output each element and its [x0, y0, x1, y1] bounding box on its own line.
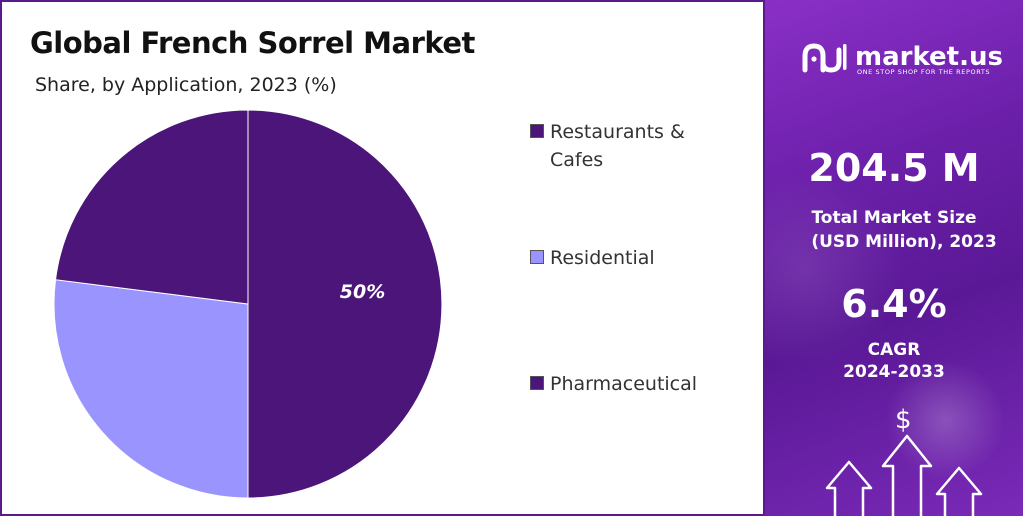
legend-item-residential: Residential	[530, 244, 710, 272]
data-label-restaurants-cafes: 50%	[340, 281, 385, 303]
brand-name: market.us	[855, 42, 1003, 72]
cagr-label-line1: CAGR	[867, 340, 921, 360]
legend-swatch-restaurants-cafes	[530, 124, 544, 138]
chart-subtitle: Share, by Application, 2023 (%)	[35, 74, 337, 96]
legend-label-pharmaceutical: Pharmaceutical	[550, 373, 698, 395]
market-us-logo-icon	[802, 43, 847, 73]
legend-swatch-residential	[530, 250, 544, 264]
market-size-value: 204.5 M	[808, 146, 980, 190]
pie-slice-restaurants-cafes	[247, 109, 443, 499]
brand-tagline: ONE STOP SHOP FOR THE REPORTS	[857, 68, 991, 76]
cagr-value: 6.4%	[841, 282, 947, 326]
legend-label-residential: Residential	[550, 247, 655, 269]
stats-panel: market.us ONE STOP SHOP FOR THE REPORTS …	[765, 0, 1023, 516]
legend-label-restaurants-cafes-line1: Restaurants &	[550, 121, 685, 143]
chart-title: Global French Sorrel Market	[30, 26, 475, 60]
legend-item-pharmaceutical: Pharmaceutical	[530, 370, 710, 398]
up-arrow-icon	[881, 434, 933, 516]
up-arrow-icon	[825, 460, 873, 516]
market-size-label-line1: Total Market Size	[811, 208, 977, 228]
pie-chart: 50%	[53, 109, 443, 499]
legend-swatch-pharmaceutical	[530, 376, 544, 390]
up-arrow-icon	[935, 466, 983, 516]
growth-arrows	[825, 434, 983, 516]
dollar-icon: $	[895, 405, 912, 435]
legend-label-restaurants-cafes-line2: Cafes	[550, 149, 604, 171]
legend-item-restaurants-cafes: Restaurants & Cafes	[530, 118, 710, 174]
brand: market.us	[801, 40, 1003, 74]
cagr-label-line2: 2024-2033	[843, 362, 945, 382]
market-size-label-line2: (USD Million), 2023	[811, 232, 997, 252]
pie-slice-pharmaceutical	[54, 109, 249, 305]
pie-slice-residential	[53, 279, 249, 499]
background-coin-glow	[885, 360, 1005, 480]
